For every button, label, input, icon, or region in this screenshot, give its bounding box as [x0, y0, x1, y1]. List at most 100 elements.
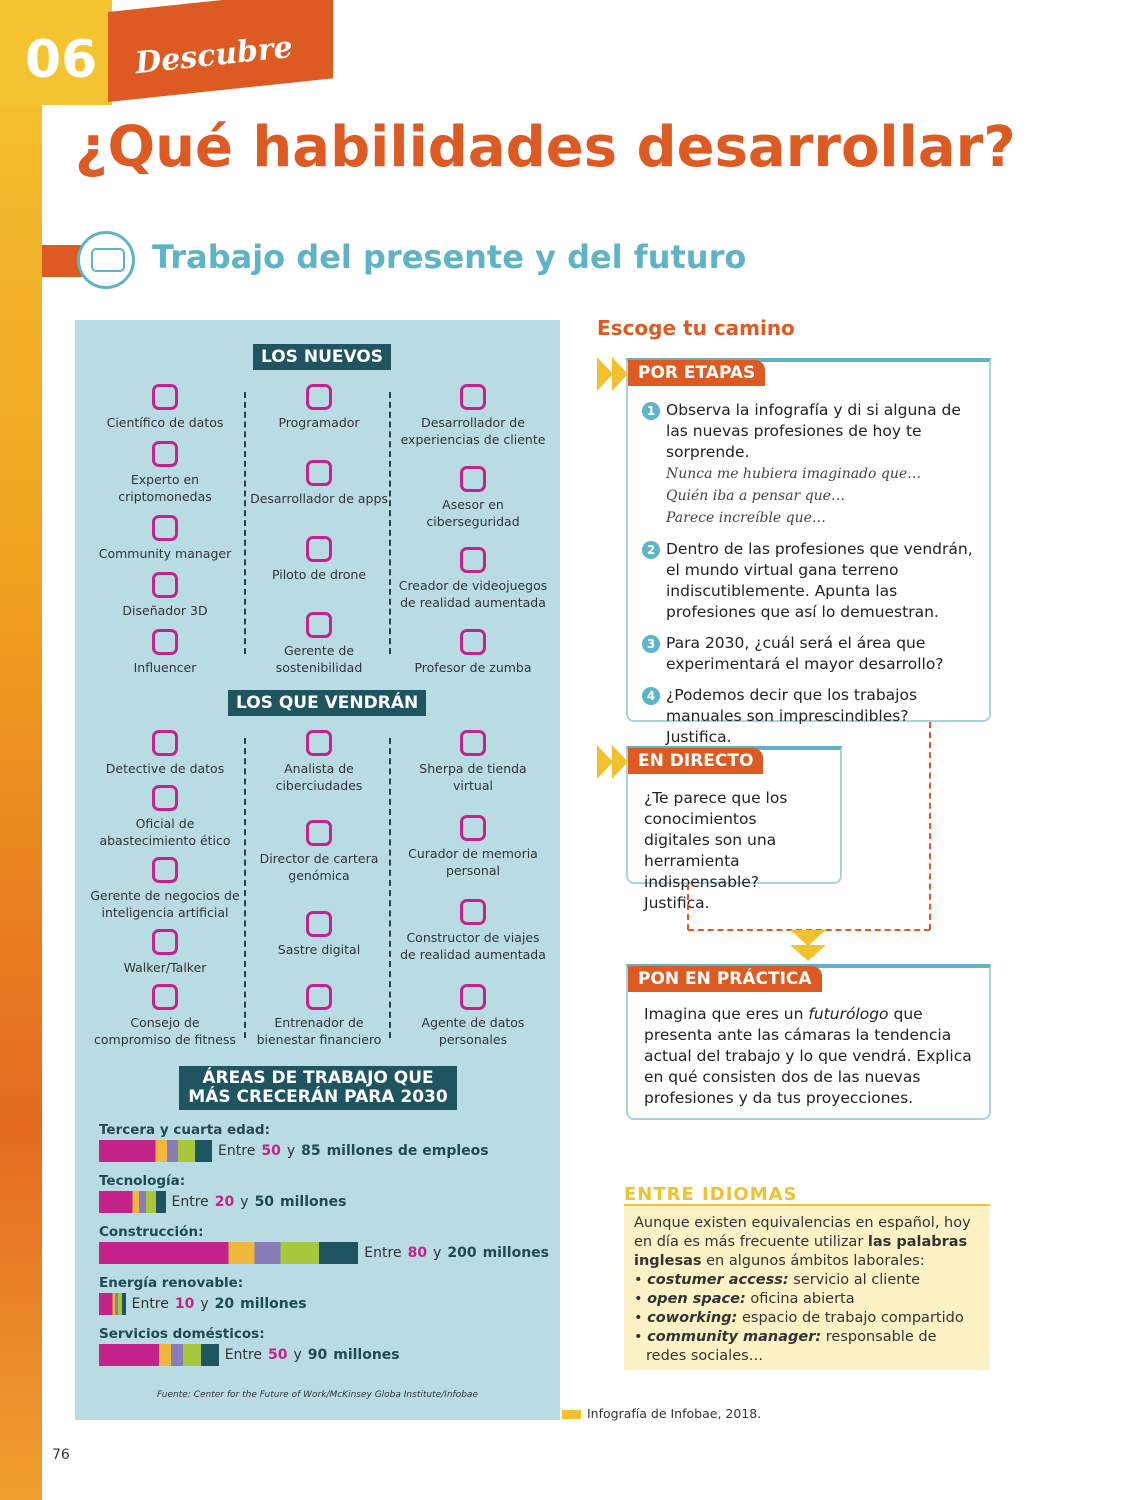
job-label: Director de cartera genómica [259, 851, 379, 884]
job-icon [305, 910, 332, 937]
job-label: Agente de datos personales [421, 1014, 525, 1047]
text: y [286, 1143, 296, 1159]
divider [244, 392, 246, 654]
job-icon [460, 814, 486, 841]
area-bar [99, 1344, 219, 1366]
job-item: Analista de ciberciudades [244, 730, 394, 794]
job-icon [306, 730, 332, 756]
credit: Infografía de Infobae, 2018. [587, 1406, 762, 1421]
text: y [240, 1194, 249, 1210]
text: futurólogo [808, 1005, 889, 1023]
job-item: Gerente de sostenibilidad [244, 612, 394, 676]
job-label: Walker/Talker [123, 960, 207, 975]
job-label: Profesor de zumba [414, 659, 532, 675]
job-label: Constructor de viajes de realidad aument… [400, 930, 546, 963]
idiomas-box: Aunque existen equivalencias en español,… [624, 1204, 990, 1370]
area-row: Tercera y cuarta edad: Entre 50 y 85 millones… [99, 1122, 549, 1162]
text: Entre [171, 1194, 209, 1210]
text: Imagina que eres un [644, 1005, 804, 1023]
job-icon [460, 983, 486, 1010]
definition: servicio al cliente [793, 1272, 921, 1288]
job-item: Gerente de negocios de inteligencia arti… [90, 857, 240, 921]
area-bar [99, 1293, 126, 1315]
job-label: Científico de datos [106, 415, 224, 430]
tab-label: PON EN PRÁCTICA [628, 966, 822, 992]
bullet: • [634, 1272, 648, 1288]
side-strip [0, 0, 42, 1500]
job-label: Influencer [133, 660, 197, 675]
job-item: Consejo de compromiso de fitness [90, 984, 240, 1048]
job-label: Desarrollador de experiencias de cliente [400, 415, 546, 447]
areas: Tercera y cuarta edad: Entre 50 y 85 millones… [99, 1122, 549, 1377]
job-icon [152, 984, 178, 1010]
area-bar [99, 1140, 213, 1162]
job-icon [152, 572, 178, 598]
section-heading: ÁREAS DE TRABAJO QUE MÁS CRECERÁN PARA 2… [179, 1066, 457, 1110]
job-item: Curador de memoria personal [398, 814, 548, 879]
job-item: Entrenador de bienestar financiero [244, 983, 394, 1048]
job-item: Diseñador 3D [122, 572, 208, 619]
term: costumer access: [647, 1272, 789, 1288]
tab-label: EN DIRECTO [628, 748, 764, 774]
definition: oficina abierta [750, 1291, 855, 1307]
job-icon [460, 384, 486, 410]
question-body: Observa la infografía y di si alguna de … [666, 400, 975, 529]
area-label: Tecnología: [99, 1173, 186, 1189]
text: Entre [131, 1296, 169, 1312]
text: y [293, 1347, 302, 1363]
area-line: Entre 80 y 200 millones [99, 1242, 549, 1264]
term-item: • community manager: responsable de rede… [634, 1328, 980, 1366]
area-label: Energía renovable: [99, 1275, 244, 1291]
job-label: Consejo de compromiso de fitness [94, 1015, 236, 1047]
job-column: Detective de datos Oficial de abastecimie… [90, 730, 240, 1048]
question-number: 3 [642, 635, 660, 653]
text: millones [280, 1194, 347, 1210]
job-item: Community manager [98, 515, 232, 562]
text: en algunos ámbitos laborales: [706, 1253, 925, 1269]
chevron [612, 357, 628, 391]
area-row: Tecnología: Entre 20 y 50 millones [99, 1173, 549, 1213]
example: Parece increíble que… [666, 510, 826, 526]
job-icon [306, 460, 332, 486]
divider [389, 392, 391, 654]
question-body: Para 2030, ¿cuál será el área que experi… [666, 633, 975, 675]
text: millones [482, 1245, 549, 1261]
question: 1 Observa la infografía y di si alguna de… [642, 400, 975, 529]
job-icon [460, 628, 486, 655]
text: y [200, 1296, 209, 1312]
question-body: ¿Podemos decir que los trabajos manuales… [666, 685, 975, 748]
area-label: Servicios domésticos: [99, 1326, 265, 1342]
job-item: Científico de datos [106, 384, 224, 431]
job-label: Piloto de drone [271, 567, 367, 582]
max-value: 20 [214, 1296, 235, 1312]
area-bar [99, 1191, 166, 1213]
job-label: Diseñador 3D [122, 603, 208, 618]
job-column: Desarrollador de experiencias de cliente… [398, 384, 548, 676]
question-text: Dentro de las profesiones que vendrán, e… [666, 540, 973, 621]
question-text: Observa la infografía y di si alguna de … [666, 401, 961, 461]
term-item: • open space: oficina abierta [634, 1290, 980, 1309]
chevron [790, 930, 826, 946]
min-value: 20 [214, 1194, 235, 1210]
question-text: ¿Podemos decir que los trabajos manuales… [666, 686, 918, 746]
subtitle: Trabajo del presente y del futuro [152, 238, 747, 276]
job-label: Curador de memoria personal [408, 845, 538, 878]
job-item: Desarrollador de experiencias de cliente [398, 384, 548, 448]
text: Aunque existen equivalencias en español,… [634, 1215, 971, 1250]
job-label: Programador [278, 415, 360, 430]
job-icon [152, 441, 178, 467]
job-icon [152, 857, 178, 883]
max-value: 90 [307, 1347, 328, 1363]
bullet: • [634, 1291, 648, 1307]
job-label: Community manager [98, 546, 232, 561]
job-icon [151, 515, 178, 541]
job-column: Sherpa de tienda virtual Curador de memor… [398, 730, 548, 1048]
chevron [597, 745, 613, 779]
min-value: 80 [407, 1245, 428, 1261]
max-value: 85 [301, 1143, 321, 1159]
area-line: Entre 50 y 85 millones de empleos [99, 1140, 549, 1162]
job-icon [306, 983, 332, 1010]
job-item: Programador [278, 384, 360, 431]
job-item: Piloto de drone [272, 536, 366, 583]
text: Entre [218, 1143, 256, 1159]
